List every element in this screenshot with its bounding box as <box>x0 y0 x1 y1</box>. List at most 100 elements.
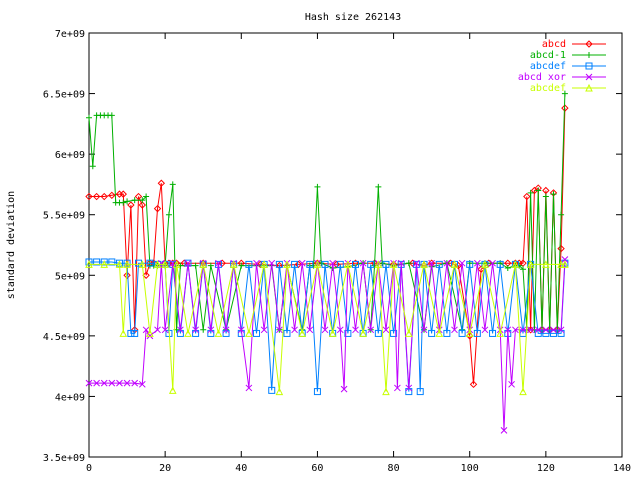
data-point <box>435 260 443 268</box>
data-point <box>318 260 325 267</box>
data-point <box>394 384 401 392</box>
data-point <box>100 192 108 201</box>
series-line <box>89 263 565 392</box>
x-tick-label: 140 <box>613 463 631 474</box>
data-point <box>511 260 520 268</box>
data-point <box>123 379 131 387</box>
data-point <box>199 260 208 268</box>
data-point <box>138 380 146 388</box>
data-point <box>344 260 352 268</box>
data-point <box>134 192 143 201</box>
data-point <box>526 260 535 268</box>
data-point <box>374 329 382 337</box>
data-point <box>180 259 188 267</box>
data-point <box>294 260 303 269</box>
data-point <box>336 326 344 334</box>
data-point <box>169 181 176 188</box>
data-point <box>344 329 352 337</box>
series-3 <box>85 258 569 396</box>
data-point <box>157 179 166 187</box>
data-point <box>352 260 359 268</box>
data-point <box>268 259 276 267</box>
y-tick-label: 6e+09 <box>55 150 85 161</box>
data-point <box>408 259 417 267</box>
data-point <box>390 329 398 337</box>
ticks-layer: 3.5e+09 4e+09 4.5e+09 5e+09 5.5e+09 6e+09 6.5e… <box>43 29 631 474</box>
legend-label: abcdef <box>530 83 566 94</box>
data-point <box>245 329 253 337</box>
data-point <box>153 204 162 213</box>
data-point <box>154 326 161 334</box>
data-point <box>108 379 116 387</box>
data-point <box>428 259 435 267</box>
data-point <box>405 260 412 267</box>
data-point <box>85 260 93 268</box>
data-point <box>85 379 93 387</box>
data-point <box>443 259 451 267</box>
data-point <box>124 198 131 205</box>
data-point <box>397 259 405 267</box>
data-point <box>115 260 124 268</box>
data-point <box>489 329 497 337</box>
data-point <box>138 260 147 268</box>
y-tick-label: 5.5e+09 <box>43 211 85 222</box>
data-point <box>321 260 329 268</box>
data-point <box>222 326 230 334</box>
data-point <box>229 260 238 268</box>
data-point <box>585 62 593 70</box>
data-point <box>500 426 508 434</box>
data-point <box>276 326 283 334</box>
data-point <box>520 266 527 273</box>
data-point <box>168 386 177 394</box>
data-point <box>321 326 329 334</box>
y-tick-label: 7e+09 <box>55 29 85 40</box>
data-point <box>89 163 96 170</box>
data-point <box>253 329 261 337</box>
data-point <box>268 386 276 394</box>
data-point <box>283 329 291 337</box>
data-point <box>367 326 375 334</box>
data-point <box>512 326 519 334</box>
data-point <box>313 260 322 268</box>
data-point <box>85 192 93 201</box>
legend-label: abcd-1 <box>530 50 566 61</box>
data-point <box>504 326 512 334</box>
data-point <box>238 262 245 269</box>
data-point <box>379 260 386 267</box>
data-point <box>586 52 592 58</box>
data-point <box>298 259 306 267</box>
data-point <box>526 326 535 334</box>
data-point <box>313 388 321 396</box>
data-point <box>359 329 367 337</box>
data-point <box>131 379 139 387</box>
data-point <box>100 379 108 387</box>
data-point <box>382 387 390 396</box>
data-point <box>283 260 291 268</box>
plot-frame <box>88 32 623 458</box>
series-5 <box>85 260 569 396</box>
data-point <box>523 192 531 201</box>
y-tick-label: 6.5e+09 <box>43 90 85 101</box>
data-point <box>291 260 299 268</box>
series-1 <box>85 104 569 389</box>
data-point <box>138 201 147 209</box>
data-point <box>389 260 398 268</box>
series-layer <box>85 90 569 434</box>
data-point <box>550 326 557 334</box>
data-point <box>86 114 92 121</box>
data-point <box>485 259 493 267</box>
data-point <box>314 183 321 190</box>
y-axis-label: standard deviation <box>6 191 17 299</box>
data-point <box>382 326 390 334</box>
data-point <box>340 385 348 393</box>
data-point <box>172 260 181 268</box>
data-point <box>245 260 253 268</box>
data-point <box>458 329 466 337</box>
x-tick-label: 0 <box>86 463 92 474</box>
legend-label: abcdef <box>530 61 566 72</box>
data-point <box>489 259 496 267</box>
data-point <box>214 329 223 337</box>
data-point <box>519 387 527 396</box>
data-point <box>119 190 127 198</box>
data-point <box>120 199 127 206</box>
